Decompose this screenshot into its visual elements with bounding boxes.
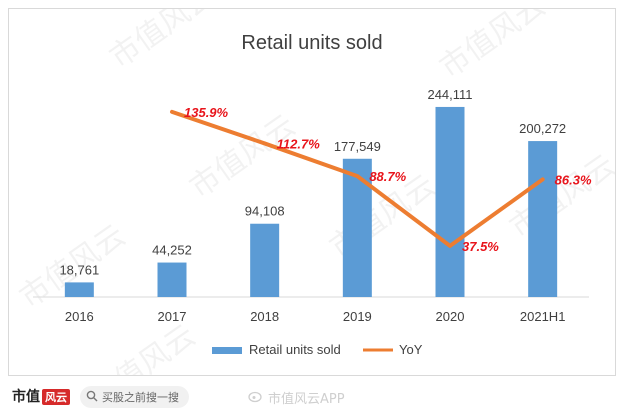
footer-bar: 市值 风云 买股之前搜一搜 市值风云APP	[0, 380, 626, 416]
brand-logo[interactable]: 市值 风云	[12, 386, 70, 406]
legend: Retail units sold YoY	[212, 342, 423, 357]
bar-2017	[157, 262, 187, 297]
chart-title: Retail units sold	[241, 32, 382, 54]
bar-2020	[435, 106, 465, 298]
legend-label-bar: Retail units sold	[249, 342, 341, 357]
brand-tag: 风云	[42, 389, 70, 405]
bar-data-label: 244,111	[427, 87, 472, 102]
search-text: 买股之前搜一搜	[102, 391, 179, 404]
yoy-data-label: 37.5%	[462, 239, 499, 254]
yoy-line	[170, 109, 545, 248]
legend-label-line: YoY	[399, 342, 423, 357]
yoy-data-label: 88.7%	[369, 169, 406, 184]
x-tick-label: 2016	[65, 309, 94, 324]
chart-card: 市值风云 市值风云 市值风云 市值风云 市值风云 市值风云 市值风云 Retail unit…	[8, 8, 616, 376]
yoy-data-label: 135.9%	[184, 105, 229, 120]
watermark-text: 市值风云	[84, 318, 202, 375]
bar-2018	[250, 223, 280, 297]
watermark-text: 市值风云	[104, 9, 222, 76]
brand-name: 市值	[12, 389, 40, 405]
watermark-text: 市值风云APP	[268, 392, 345, 407]
weibo-icon	[248, 389, 264, 407]
bar-data-label: 200,272	[519, 121, 566, 136]
yoy-data-label: 86.3%	[555, 172, 592, 187]
bar-2021H1	[528, 141, 558, 297]
x-tick-label: 2019	[343, 309, 372, 324]
bar-data-label: 177,549	[334, 139, 381, 154]
x-tick-label: 2018	[250, 309, 279, 324]
x-tick-label: 2021H1	[520, 309, 566, 324]
search-box[interactable]: 买股之前搜一搜	[80, 386, 189, 408]
yoy-data-label: 112.7%	[277, 136, 321, 151]
legend-swatch-bar	[212, 347, 242, 354]
bar-data-label: 94,108	[245, 204, 285, 219]
x-tick-label: 2017	[158, 309, 187, 324]
bar-data-label: 18,761	[59, 262, 99, 277]
bottom-watermark: 市值风云APP	[248, 388, 345, 407]
bar-data-label: 44,252	[152, 243, 192, 258]
search-icon	[86, 390, 98, 405]
bar-2019	[342, 158, 372, 297]
x-tick-label: 2020	[436, 309, 465, 324]
bar-2016	[64, 282, 94, 297]
watermark-text: 市值风云	[434, 9, 552, 86]
